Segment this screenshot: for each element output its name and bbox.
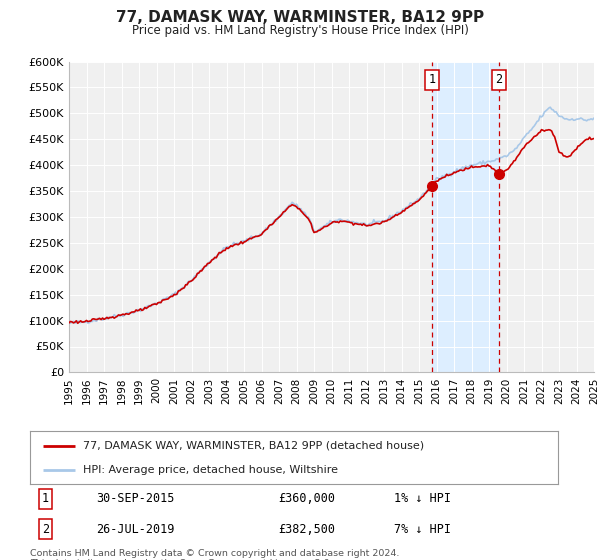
Text: Price paid vs. HM Land Registry's House Price Index (HPI): Price paid vs. HM Land Registry's House … bbox=[131, 24, 469, 36]
Text: 1: 1 bbox=[42, 492, 49, 505]
Bar bbox=[432, 62, 499, 372]
Text: 7% ↓ HPI: 7% ↓ HPI bbox=[394, 522, 451, 535]
Text: 77, DAMASK WAY, WARMINSTER, BA12 9PP (detached house): 77, DAMASK WAY, WARMINSTER, BA12 9PP (de… bbox=[83, 441, 424, 451]
Text: 77, DAMASK WAY, WARMINSTER, BA12 9PP: 77, DAMASK WAY, WARMINSTER, BA12 9PP bbox=[116, 10, 484, 25]
Text: 2: 2 bbox=[496, 73, 503, 86]
Text: 30-SEP-2015: 30-SEP-2015 bbox=[96, 492, 175, 505]
Text: £360,000: £360,000 bbox=[278, 492, 335, 505]
Text: £382,500: £382,500 bbox=[278, 522, 335, 535]
Text: 1% ↓ HPI: 1% ↓ HPI bbox=[394, 492, 451, 505]
Text: 1: 1 bbox=[428, 73, 436, 86]
Text: 2: 2 bbox=[42, 522, 49, 535]
Text: Contains HM Land Registry data © Crown copyright and database right 2024.
This d: Contains HM Land Registry data © Crown c… bbox=[30, 549, 400, 560]
Text: 26-JUL-2019: 26-JUL-2019 bbox=[96, 522, 175, 535]
Text: HPI: Average price, detached house, Wiltshire: HPI: Average price, detached house, Wilt… bbox=[83, 465, 338, 475]
